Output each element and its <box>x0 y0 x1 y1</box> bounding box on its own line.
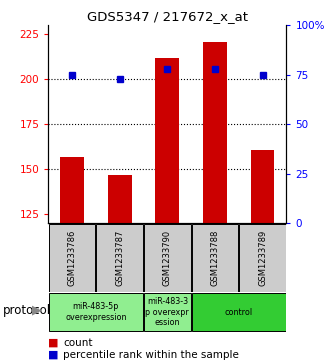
Text: protocol: protocol <box>3 304 52 317</box>
Text: GSM1233789: GSM1233789 <box>258 230 267 286</box>
Text: percentile rank within the sample: percentile rank within the sample <box>63 350 239 360</box>
Bar <box>144 293 191 331</box>
Text: GSM1233787: GSM1233787 <box>115 229 124 286</box>
Bar <box>49 293 143 331</box>
Bar <box>108 175 132 223</box>
Text: count: count <box>63 338 93 348</box>
Text: miR-483-5p
overexpression: miR-483-5p overexpression <box>65 302 127 322</box>
Bar <box>49 224 96 291</box>
Title: GDS5347 / 217672_x_at: GDS5347 / 217672_x_at <box>87 10 248 23</box>
Text: ■: ■ <box>48 350 59 360</box>
Text: control: control <box>225 308 253 317</box>
Text: ■: ■ <box>48 338 59 348</box>
Bar <box>203 42 227 223</box>
Text: GSM1233788: GSM1233788 <box>210 229 219 286</box>
Bar <box>251 150 274 223</box>
Bar <box>144 224 191 291</box>
Bar <box>96 224 143 291</box>
Text: GSM1233790: GSM1233790 <box>163 230 172 286</box>
Text: GSM1233786: GSM1233786 <box>68 229 77 286</box>
Bar <box>191 224 238 291</box>
Bar <box>191 293 286 331</box>
Bar <box>156 58 179 223</box>
Bar <box>60 157 84 223</box>
Text: miR-483-3
p overexpr
ession: miR-483-3 p overexpr ession <box>146 297 189 327</box>
Bar <box>239 224 286 291</box>
Text: ▶: ▶ <box>32 304 41 317</box>
